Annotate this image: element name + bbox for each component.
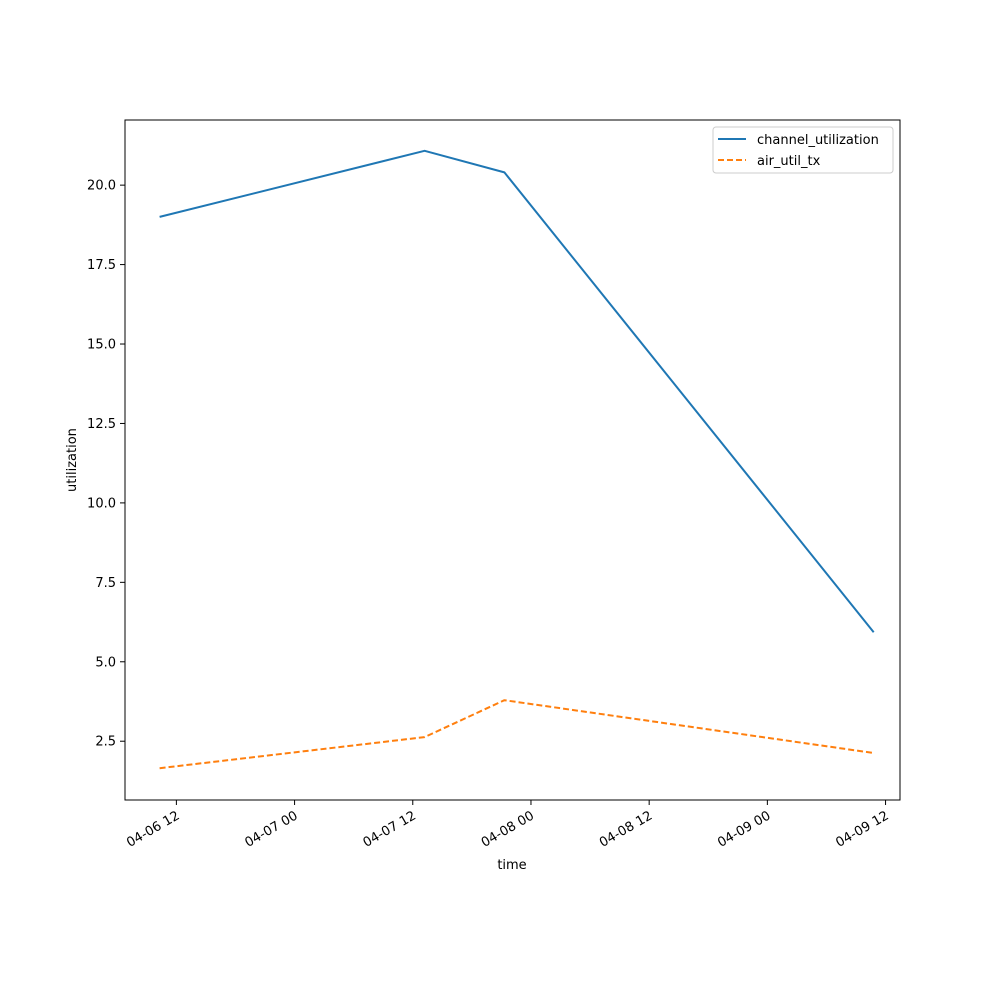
legend-box — [712, 126, 894, 174]
y-tick-label: 10.0 — [87, 496, 116, 511]
y-tick-label: 15.0 — [87, 338, 116, 353]
y-tick-label: 7.5 — [95, 576, 116, 591]
y-tick-label: 2.5 — [95, 735, 116, 750]
y-axis-ticks: 2.5 5.0 7.5 10.0 12.5 15.0 17.5 20.0 — [87, 179, 125, 750]
series-line-air-util-tx — [159, 699, 874, 770]
series-layer — [159, 149, 875, 770]
legend-label-air-util-tx: air_util_tx — [757, 154, 821, 169]
y-tick-label: 12.5 — [87, 417, 116, 432]
x-axis-label: time — [497, 858, 526, 873]
y-tick-label: 5.0 — [95, 655, 116, 670]
plot-area — [125, 120, 900, 800]
y-tick-label: 17.5 — [87, 258, 116, 273]
plot-frame — [124, 119, 901, 801]
legend: channel_utilization air_util_tx — [712, 126, 894, 174]
y-tick-label: 20.0 — [87, 179, 116, 194]
series-line-channel-utilization — [159, 149, 875, 633]
legend-label-channel-utilization: channel_utilization — [757, 133, 879, 148]
y-axis-label: utilization — [65, 428, 80, 492]
